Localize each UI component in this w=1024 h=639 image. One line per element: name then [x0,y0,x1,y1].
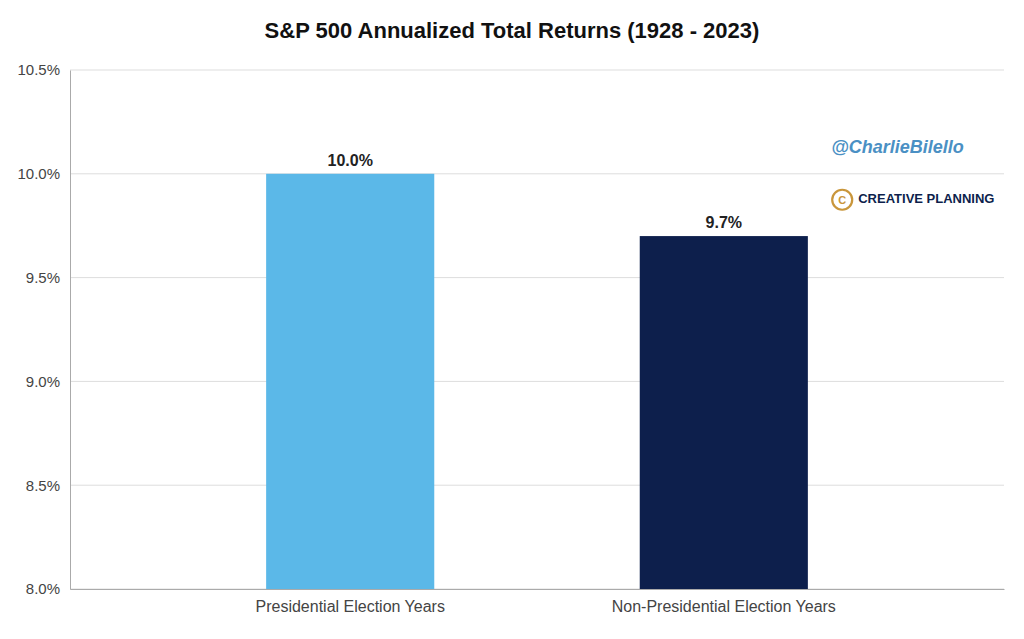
y-axis-line [70,71,71,590]
grid-line [70,485,1004,486]
grid-line [70,381,1004,382]
y-tick: 10.0% [17,165,70,182]
y-tick-label: 10.5% [17,61,60,78]
bar [266,174,434,589]
bar [640,236,808,589]
grid [70,70,1004,589]
y-tick-label: 9.5% [26,269,60,286]
annotation-handle: @CharlieBilello [831,137,964,157]
y-tick: 8.0% [26,580,70,597]
y-tick-label: 10.0% [17,165,60,182]
grid-line [70,173,1004,174]
grid-line [70,589,1004,590]
x-tick: Presidential Election Years [255,589,444,615]
data-label: 10.0% [328,152,373,169]
y-tick: 8.5% [26,477,70,494]
y-axis: 8.0% 8.5% 9.0% 9.5% 10.0% 10.5% [17,61,70,597]
title: S&P 500 Annualized Total Returns (1928 -… [265,18,760,43]
grid-line [70,277,1004,278]
x-tick: Non-Presidential Election Years [612,589,836,615]
chart: S&P 500 Annualized Total Returns (1928 -… [0,0,1024,639]
annotations: @CharlieBilello C CREATIVE PLANNING [831,137,994,210]
data-label: 9.7% [706,214,742,231]
x-tick-label: Non-Presidential Election Years [612,598,836,615]
grid-line [70,70,1004,71]
annotation-cp: CREATIVE PLANNING [858,191,994,206]
y-tick: 9.5% [26,269,70,286]
x-axis-line [71,589,1005,590]
y-tick-label: 9.0% [26,373,60,390]
x-axis: Presidential Election Years Non-President… [71,589,1005,615]
data-labels: 10.0% 9.7% [328,152,743,231]
logo-circle [832,190,852,210]
y-tick: 9.0% [26,373,70,390]
y-tick-label: 8.5% [26,477,60,494]
y-tick: 10.5% [17,61,70,78]
y-tick-label: 8.0% [26,580,60,597]
plot: 8.0% 8.5% 9.0% 9.5% 10.0% 10.5% Presidential E… [17,61,1004,615]
logo-letter: C [838,194,846,206]
x-tick-label: Presidential Election Years [255,598,444,615]
bars [266,174,808,589]
